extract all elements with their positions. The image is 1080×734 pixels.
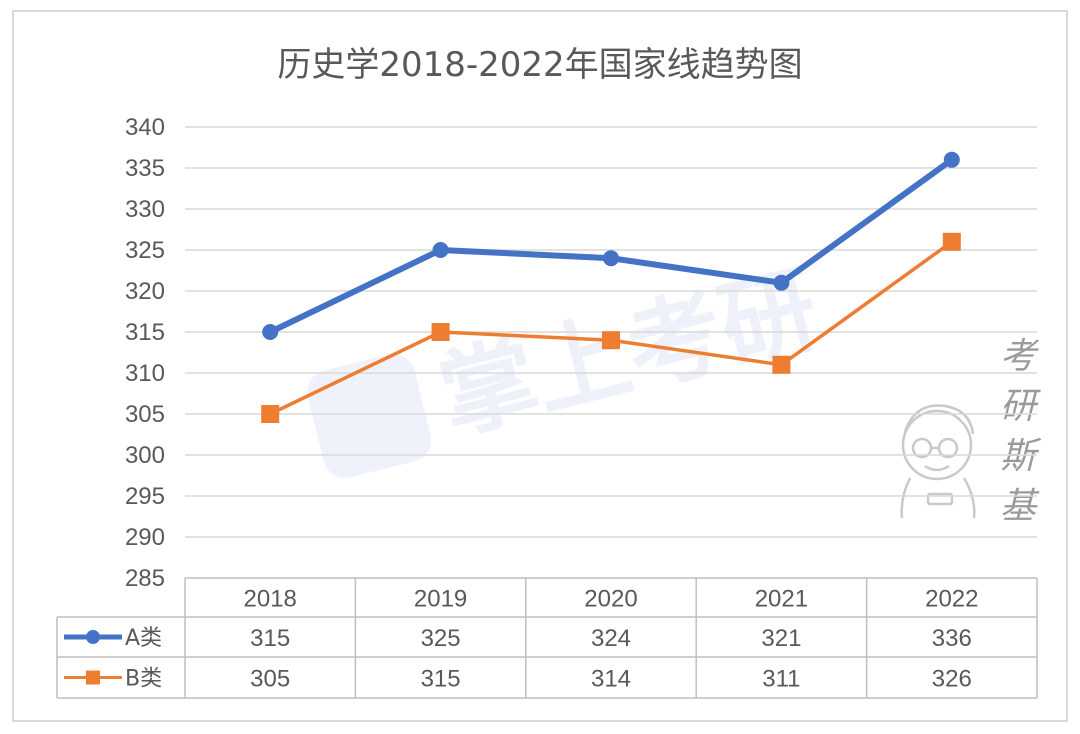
watermark-side-char: 基: [1000, 486, 1040, 527]
legend-label: A类: [125, 626, 162, 651]
data-point: [602, 331, 620, 350]
data-point: [942, 232, 961, 251]
data-point: [432, 242, 449, 258]
x-tick-label: 2018: [244, 586, 297, 613]
data-table-cell: 324: [591, 625, 631, 652]
data-table-cell: 321: [761, 625, 801, 652]
watermark-side: 考 研 斯 基: [900, 336, 1042, 527]
data-table-cell: 325: [421, 625, 461, 652]
data-table-cell: 336: [932, 625, 972, 652]
series-layer: [261, 151, 961, 423]
legend-key-marker: [86, 670, 100, 685]
legend-key-marker: [86, 630, 100, 644]
data-point: [261, 405, 280, 423]
data-table-cell: 311: [762, 666, 800, 693]
watermark-side-char: 研: [1000, 386, 1041, 427]
data-table: 2018 2019 2020 2021 2022 A类 315 325 324 321 336 B类 3…: [56, 577, 1038, 699]
y-tick-label: 325: [125, 237, 165, 264]
data-table-cell: 314: [591, 666, 631, 693]
data-point: [773, 274, 790, 291]
gridlines: [185, 126, 1037, 538]
data-point: [772, 355, 791, 374]
data-table-cell: 315: [250, 625, 290, 652]
y-tick-label: 340: [125, 114, 165, 141]
data-point: [262, 324, 279, 340]
y-tick-label: 300: [125, 442, 165, 469]
data-table-cell: 326: [932, 666, 972, 693]
x-tick-label: 2022: [925, 586, 978, 613]
y-tick-label: 290: [125, 524, 165, 551]
y-tick-label: 310: [125, 360, 165, 387]
watermark-side-char: 考: [1000, 336, 1040, 377]
data-point: [603, 250, 619, 267]
watermark-side-char: 斯: [1000, 436, 1042, 477]
y-tick-label: 330: [125, 196, 165, 223]
x-tick-label: 2021: [755, 586, 808, 613]
legend-label: B类: [125, 667, 162, 692]
watermark-logo: 掌上考研: [307, 253, 829, 478]
chart-title: 历史学2018-2022年国家线趋势图: [277, 45, 802, 85]
cartoon-avatar-icon: [900, 404, 976, 519]
data-table-cell: 315: [421, 666, 461, 693]
y-tick-label: 285: [125, 565, 165, 592]
watermark-book-icon: [307, 353, 432, 478]
y-axis: 285 290 295 300 305 310 315 320 325 330 335 340: [125, 114, 165, 592]
y-tick-label: 295: [125, 483, 165, 510]
data-point: [431, 323, 450, 341]
y-tick-label: 315: [125, 319, 165, 346]
data-point: [943, 151, 960, 168]
data-table-cell: 305: [250, 666, 290, 693]
x-tick-label: 2019: [414, 586, 467, 613]
y-tick-label: 335: [125, 155, 165, 182]
x-tick-label: 2020: [584, 586, 637, 613]
y-tick-label: 320: [125, 278, 165, 305]
chart-frame: [12, 10, 1068, 722]
y-tick-label: 305: [125, 401, 165, 428]
